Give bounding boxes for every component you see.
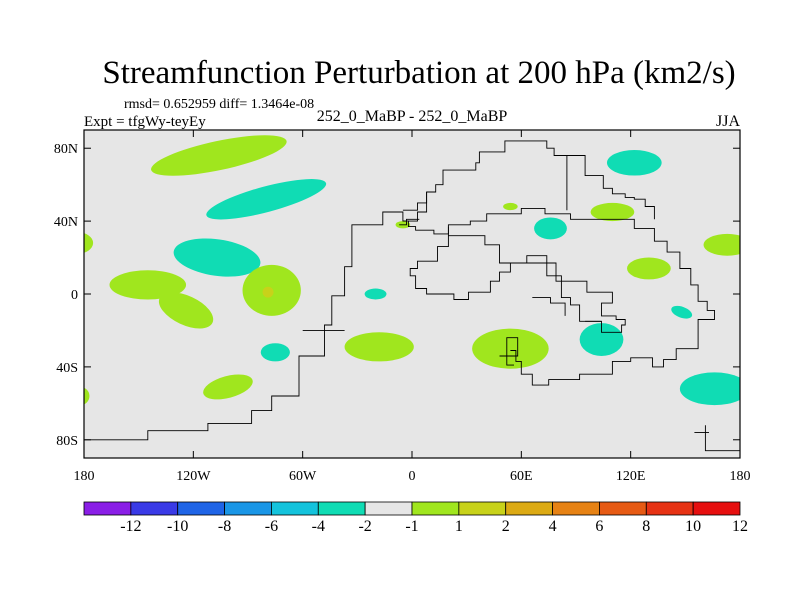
colorbar-swatch xyxy=(645,501,694,516)
positive-anomaly xyxy=(262,286,274,298)
stats-label: rmsd= 0.652959 diff= 1.3464e-08 xyxy=(124,97,314,112)
y-tick-label: 80S xyxy=(56,434,78,449)
colorbar-swatch xyxy=(692,501,741,516)
colorbar-label: -8 xyxy=(218,518,231,535)
coastline xyxy=(402,140,568,222)
y-axis: 80N 40N 0 40S 80S xyxy=(54,142,740,449)
colorbar-label: 8 xyxy=(642,518,650,535)
negative-anomaly xyxy=(173,238,261,277)
colorbar-swatch xyxy=(177,501,225,516)
positive-anomaly xyxy=(472,328,549,369)
positive-anomaly xyxy=(590,202,635,222)
colorbar-label: -2 xyxy=(358,518,371,535)
positive-anomaly xyxy=(344,332,414,362)
positive-anomaly xyxy=(703,233,740,256)
coastline xyxy=(409,226,626,333)
colorbar-label: 2 xyxy=(502,518,510,535)
colorbar-swatch xyxy=(505,501,553,516)
positive-anomaly xyxy=(84,387,90,405)
x-tick-label: 180 xyxy=(730,469,751,484)
coastline xyxy=(84,207,715,441)
colorbar-label: -1 xyxy=(405,518,418,535)
colorbar-label: -12 xyxy=(120,518,141,535)
positive-anomaly xyxy=(503,202,518,211)
colorbar-swatch xyxy=(364,501,413,516)
positive-anomaly xyxy=(158,292,214,329)
negative-anomaly xyxy=(579,323,624,356)
colorbar-label: -6 xyxy=(265,518,278,535)
colorbar-swatch xyxy=(599,501,647,516)
colorbar: -12 -10 -8 -6 -4 -2 -1 1 2 4 6 8 10 12 xyxy=(83,501,748,535)
negative-anomaly xyxy=(671,305,693,319)
colorbar-swatch xyxy=(411,501,460,516)
x-tick-label: 60E xyxy=(510,469,533,484)
colorbar-swatch xyxy=(317,501,366,516)
x-tick-label: 180 xyxy=(74,469,95,484)
colorbar-swatch xyxy=(130,501,179,516)
coastline xyxy=(704,425,740,452)
x-tick-label: 120E xyxy=(616,469,646,484)
colorbar-swatch xyxy=(552,501,600,516)
coastline xyxy=(399,218,420,226)
positive-anomaly xyxy=(203,374,253,400)
chart-title: Streamfunction Perturbation at 200 hPa (… xyxy=(102,55,735,91)
coastline xyxy=(499,337,519,366)
positive-anomaly xyxy=(109,270,187,300)
colorbar-label: 1 xyxy=(455,518,463,535)
y-tick-label: 40N xyxy=(54,215,78,230)
case-label: 252_0_MaBP - 252_0_MaBP xyxy=(317,108,508,125)
coastline xyxy=(402,192,428,211)
negative-anomaly xyxy=(679,372,740,406)
negative-anomaly xyxy=(364,288,387,300)
colorbar-label: -10 xyxy=(167,518,188,535)
y-tick-label: 80N xyxy=(54,142,78,157)
coastline xyxy=(557,155,655,220)
colorbar-swatch xyxy=(458,501,507,516)
colorbar-label: 4 xyxy=(549,518,557,535)
positive-anomaly xyxy=(84,233,94,253)
x-tick-label: 120W xyxy=(176,469,211,484)
positive-anomaly xyxy=(627,257,671,280)
y-tick-label: 0 xyxy=(71,288,78,303)
negative-anomaly xyxy=(534,217,567,240)
colorbar-label: -4 xyxy=(312,518,325,535)
colorbar-swatch xyxy=(83,501,132,516)
coastline xyxy=(532,297,566,316)
colorbar-label: 10 xyxy=(685,518,701,535)
colorbar-swatch xyxy=(271,501,319,516)
x-axis: 180 120W 60W 0 60E 120E 180 xyxy=(74,130,751,484)
x-tick-label: 60W xyxy=(289,469,317,484)
anomaly-layer xyxy=(84,135,740,406)
plot-background xyxy=(84,130,740,458)
colorbar-swatch xyxy=(224,501,272,516)
expt-label: Expt = tfgWy-teyEy xyxy=(84,114,206,130)
negative-anomaly xyxy=(206,179,327,220)
colorbar-label: 12 xyxy=(732,518,748,535)
x-tick-label: 0 xyxy=(409,469,416,484)
season-label: JJA xyxy=(716,113,740,130)
negative-anomaly xyxy=(606,150,662,176)
coastline-layer xyxy=(84,140,740,452)
positive-anomaly xyxy=(151,135,287,176)
y-tick-label: 40S xyxy=(56,361,78,376)
colorbar-label: 6 xyxy=(595,518,603,535)
negative-anomaly xyxy=(260,343,290,362)
